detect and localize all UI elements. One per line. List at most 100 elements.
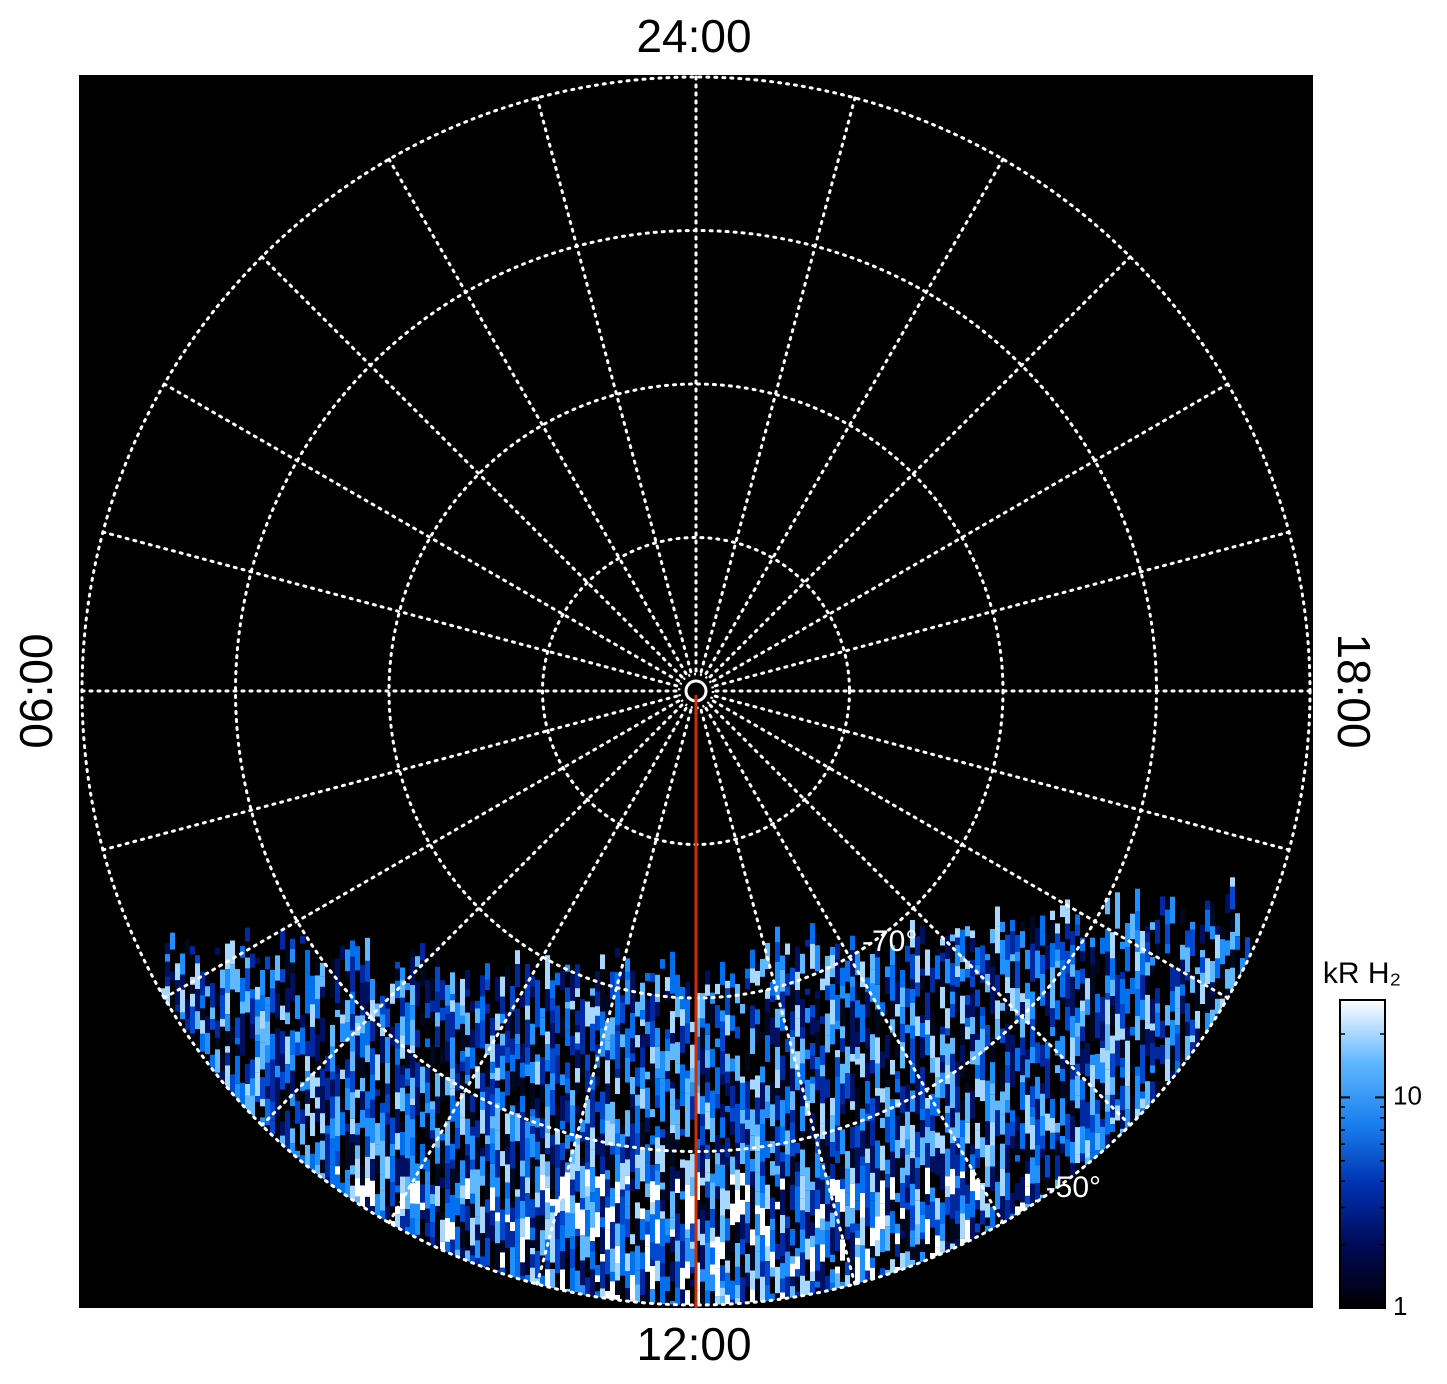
- emission-cell: [560, 1211, 565, 1226]
- emission-cell: [1205, 909, 1210, 932]
- emission-cell: [305, 1127, 310, 1145]
- emission-cell: [725, 1053, 730, 1072]
- emission-cell: [480, 1233, 485, 1257]
- emission-cell: [470, 1193, 475, 1204]
- emission-cell: [865, 1163, 870, 1191]
- emission-cell: [960, 1178, 965, 1196]
- emission-cell: [1000, 1168, 1005, 1197]
- emission-cell: [820, 1123, 825, 1140]
- emission-cell: [290, 1000, 295, 1019]
- emission-cell: [520, 1236, 525, 1263]
- emission-cell: [350, 956, 355, 984]
- emission-cell: [955, 1012, 960, 1038]
- emission-cell: [745, 968, 750, 979]
- emission-cell: [960, 956, 965, 963]
- emission-cell: [500, 1055, 505, 1080]
- emission-cell: [890, 1211, 895, 1234]
- emission-cell: [595, 1006, 600, 1016]
- emission-cell: [705, 1067, 710, 1083]
- emission-cell: [855, 1058, 860, 1065]
- emission-cell: [225, 1046, 230, 1053]
- emission-cell: [785, 943, 790, 955]
- emission-cell: [1055, 1065, 1060, 1074]
- emission-cell: [1055, 933, 1060, 950]
- emission-cell: [1185, 901, 1190, 917]
- emission-cell: [800, 1252, 805, 1276]
- emission-cell: [645, 1183, 650, 1198]
- emission-cell: [680, 1191, 685, 1200]
- emission-cell: [845, 1192, 850, 1206]
- emission-cell: [1240, 944, 1245, 959]
- emission-cell: [410, 1053, 415, 1078]
- emission-cell: [820, 990, 825, 1017]
- emission-cell: [1090, 947, 1095, 965]
- emission-cell: [465, 1083, 470, 1091]
- emission-cell: [1005, 959, 1010, 978]
- emission-cell: [1190, 956, 1195, 968]
- emission-cell: [1055, 1040, 1060, 1056]
- emission-cell: [755, 1306, 760, 1329]
- emission-cell: [505, 1030, 510, 1047]
- emission-cell: [835, 1076, 840, 1101]
- colorbar: [1339, 999, 1386, 1309]
- emission-cell: [1110, 1304, 1115, 1305]
- emission-cell: [825, 1097, 830, 1119]
- emission-cell: [555, 1273, 560, 1298]
- emission-cell: [170, 932, 175, 950]
- emission-cell: [1125, 1086, 1130, 1110]
- emission-cell: [1050, 1149, 1055, 1169]
- emission-cell: [940, 1062, 945, 1073]
- emission-cell: [500, 1209, 505, 1228]
- emission-cell: [375, 1036, 380, 1047]
- emission-cell: [765, 1035, 770, 1062]
- emission-cell: [265, 1005, 270, 1022]
- emission-cell: [470, 1029, 475, 1048]
- emission-cell: [1205, 958, 1210, 985]
- emission-cell: [650, 1181, 655, 1203]
- emission-cell: [755, 1124, 760, 1137]
- emission-cell: [390, 1165, 395, 1183]
- emission-cell: [1050, 943, 1055, 968]
- emission-cell: [225, 1052, 230, 1066]
- emission-cell: [585, 1169, 590, 1187]
- emission-cell: [645, 1132, 650, 1145]
- emission-cell: [850, 1127, 855, 1149]
- emission-cell: [955, 1210, 960, 1224]
- emission-cell: [890, 1000, 895, 1020]
- emission-cell: [185, 938, 190, 955]
- emission-cell: [380, 1063, 385, 1090]
- emission-cell: [285, 1064, 290, 1084]
- emission-cell: [1040, 1135, 1045, 1149]
- emission-cell: [640, 1010, 645, 1020]
- emission-cell: [350, 1092, 355, 1119]
- emission-cell: [710, 1090, 715, 1118]
- emission-cell: [550, 1190, 555, 1200]
- emission-cell: [380, 1168, 385, 1175]
- emission-cell: [735, 1243, 740, 1267]
- emission-cell: [560, 1085, 565, 1096]
- emission-cell: [515, 1181, 520, 1190]
- emission-cell: [655, 1068, 660, 1079]
- emission-cell: [395, 1092, 400, 1110]
- emission-cell: [705, 1111, 710, 1130]
- emission-cell: [985, 1203, 990, 1218]
- emission-cell: [920, 1022, 925, 1038]
- emission-cell: [955, 977, 960, 987]
- emission-cell: [750, 1212, 755, 1230]
- emission-cell: [1030, 916, 1035, 944]
- emission-cell: [910, 1246, 915, 1260]
- emission-cell: [435, 1113, 440, 1128]
- emission-cell: [1195, 967, 1200, 975]
- emission-cell: [460, 1015, 465, 1024]
- emission-cell: [895, 1244, 900, 1257]
- emission-cell: [755, 964, 760, 971]
- emission-cell: [435, 966, 440, 992]
- emission-cell: [555, 1212, 560, 1240]
- emission-cell: [755, 1009, 760, 1025]
- emission-cell: [825, 1204, 830, 1222]
- emission-cell: [640, 1108, 645, 1117]
- emission-cell: [445, 1005, 450, 1015]
- emission-cell: [580, 1094, 585, 1120]
- emission-cell: [1045, 1155, 1050, 1178]
- emission-cell: [1090, 924, 1095, 938]
